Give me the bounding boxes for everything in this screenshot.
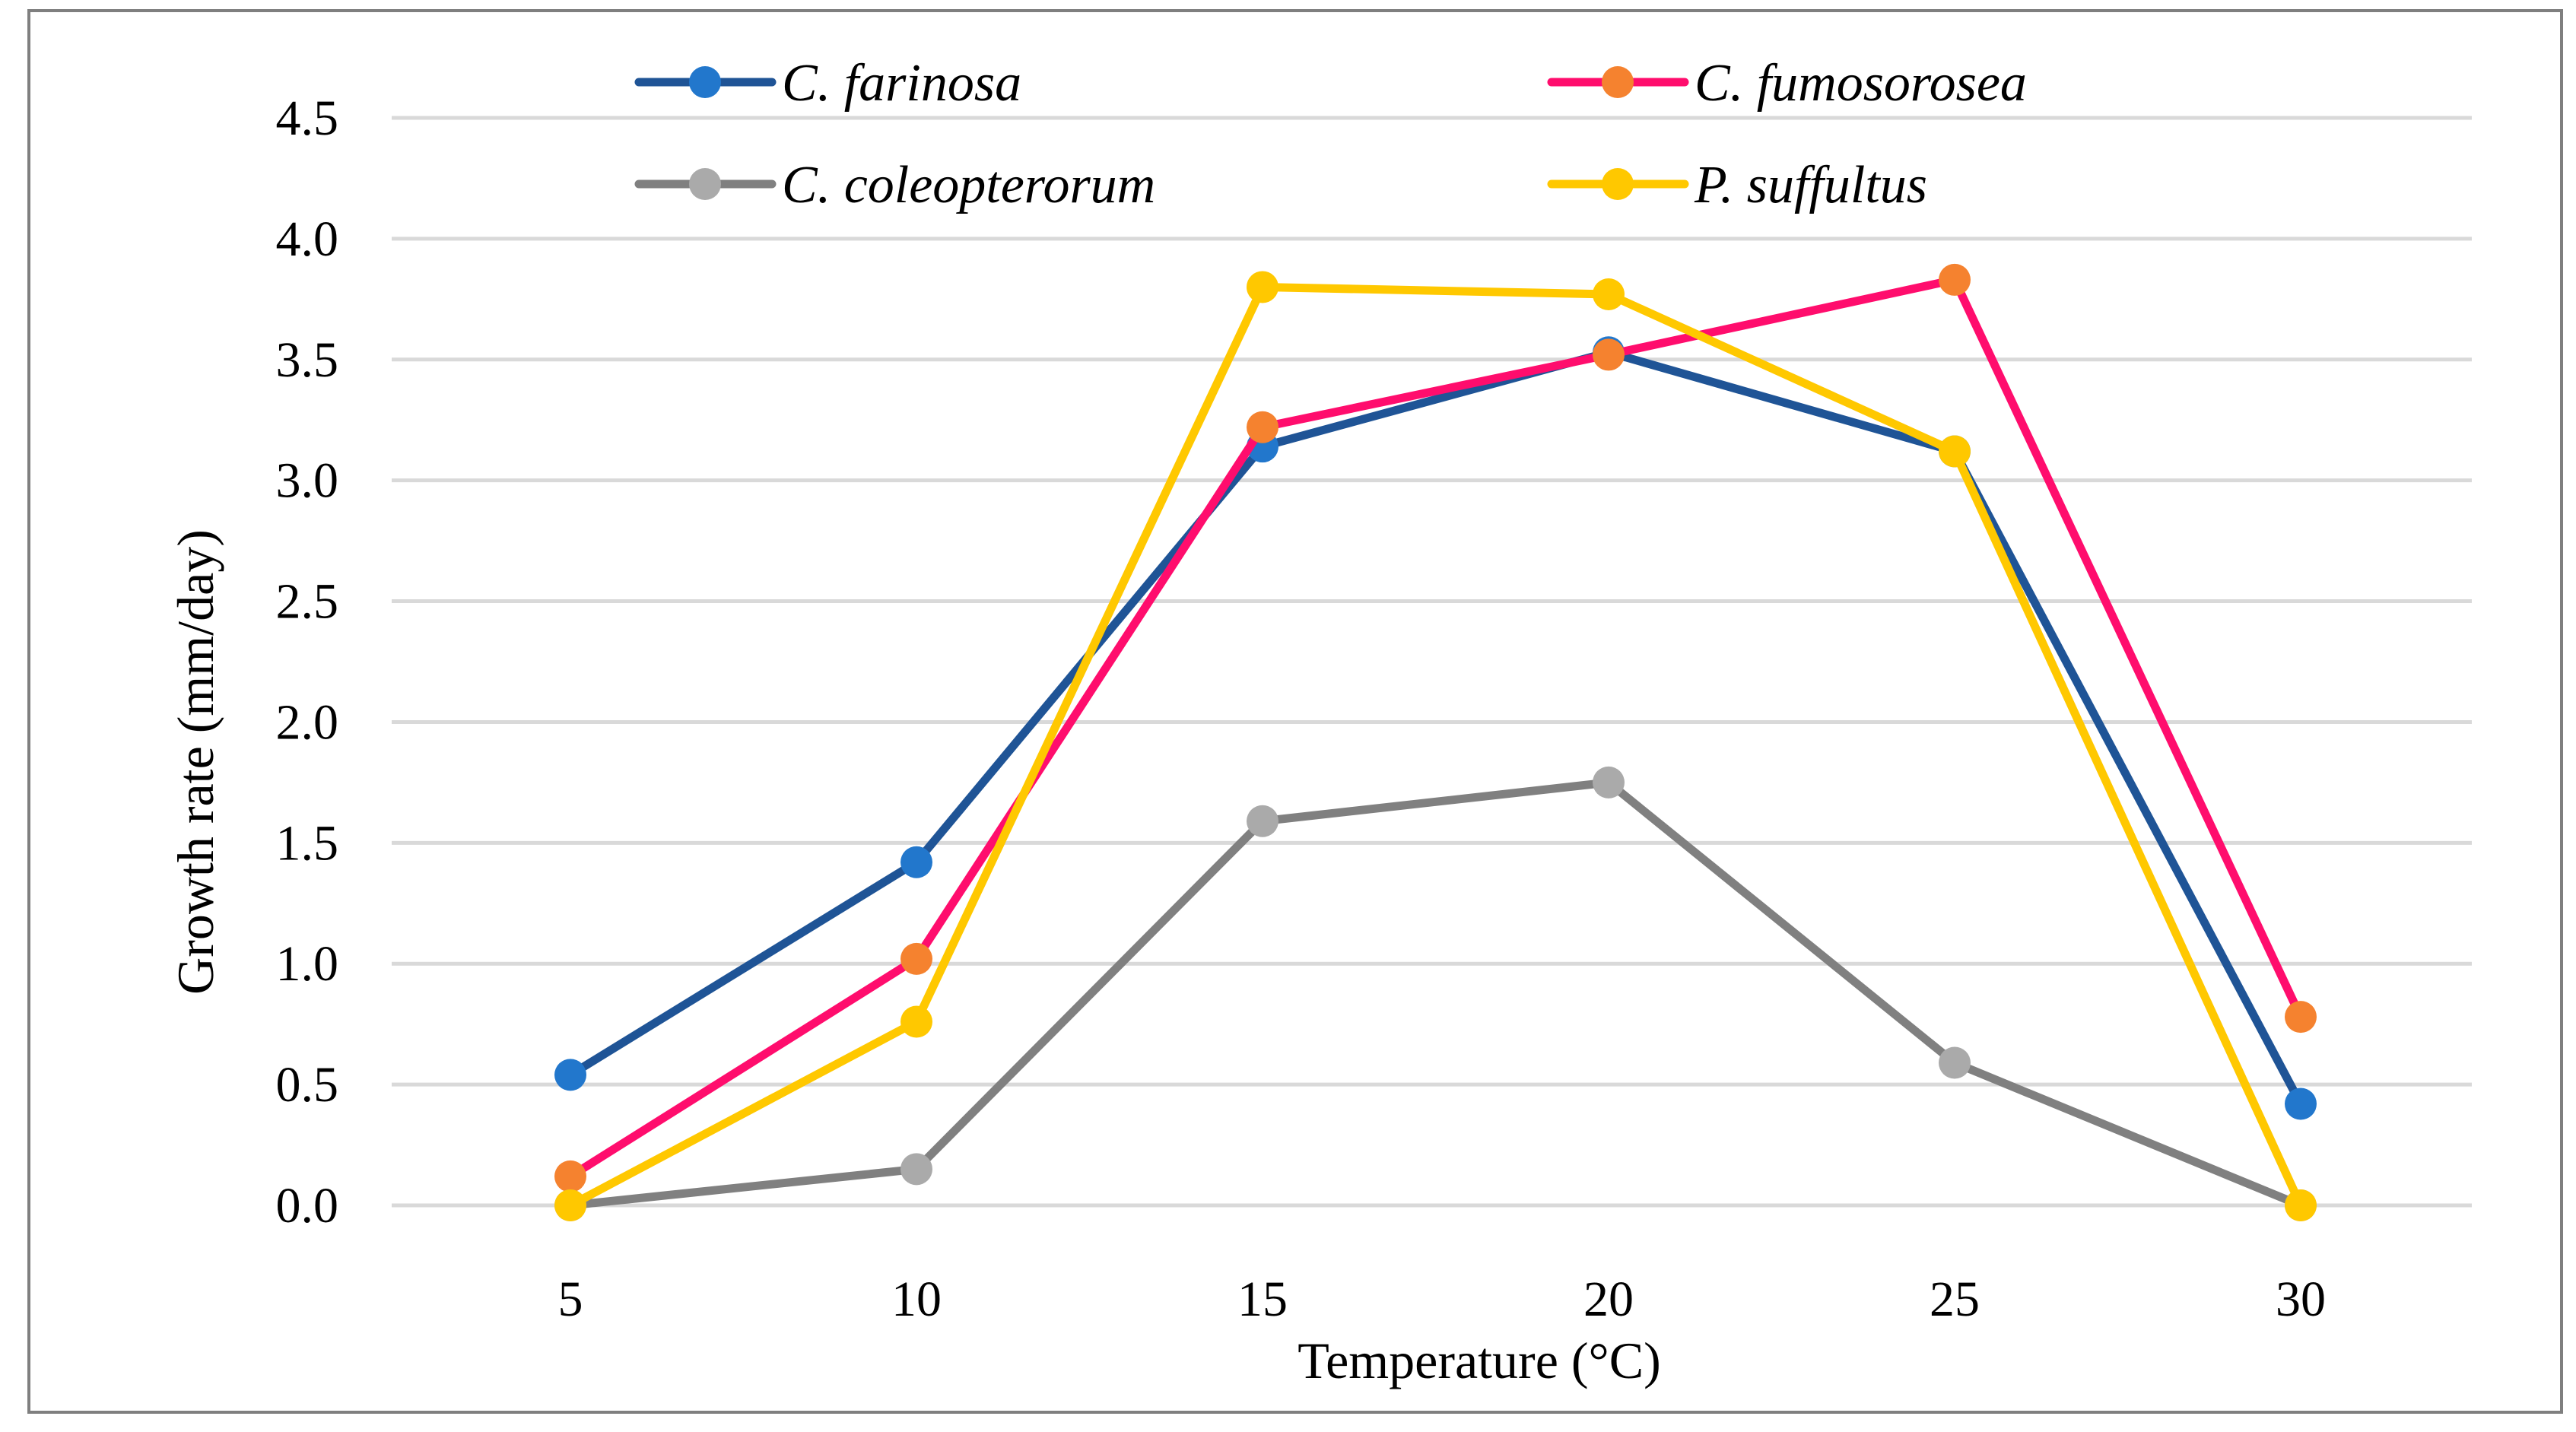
data-point-c-fumosorosea — [900, 942, 932, 975]
data-point-c-coleopterorum — [900, 1153, 932, 1186]
x-tick-label: 15 — [1237, 1272, 1288, 1327]
series-line-p-suffultus — [566, 282, 2305, 1210]
chart-frame — [27, 9, 2563, 1414]
data-point-c-coleopterorum — [1593, 766, 1625, 799]
y-tick-label: 0.0 — [276, 1178, 339, 1234]
legend-item-c-coleopterorum: C. coleopterorum — [634, 156, 1155, 214]
y-tick-label: 2.5 — [276, 574, 339, 630]
data-point-p-suffultus — [2285, 1189, 2317, 1221]
legend-item-c-fumosorosea: C. fumosorosea — [1547, 54, 2027, 113]
y-tick-label: 2.0 — [276, 694, 339, 750]
series-c-farinosa — [554, 336, 2317, 1120]
series-c-fumosorosea — [554, 263, 2317, 1192]
data-point-c-fumosorosea — [2285, 1001, 2317, 1034]
data-point-p-suffultus — [1247, 271, 1278, 303]
legend-label: C. coleopterorum — [782, 156, 1155, 214]
data-point-c-farinosa — [2285, 1087, 2317, 1120]
y-tick-label: 3.5 — [276, 332, 339, 388]
legend-label: C. fumosorosea — [1695, 54, 2027, 113]
legend-marker — [689, 66, 721, 98]
y-tick-label: 4.5 — [276, 90, 339, 146]
y-axis-ticks: 0.0 0.5 1.0 1.5 2.0 2.5 3.0 3.5 4.0 4.5 — [276, 90, 339, 1234]
data-point-c-fumosorosea — [1593, 338, 1625, 371]
data-point-c-fumosorosea — [1247, 411, 1278, 443]
series-p-suffultus — [554, 271, 2317, 1221]
data-point-p-suffultus — [554, 1189, 586, 1221]
data-point-p-suffultus — [900, 1005, 932, 1038]
y-tick-label: 4.0 — [276, 211, 339, 267]
series-line-c-coleopterorum — [566, 778, 2305, 1210]
data-point-c-fumosorosea — [554, 1160, 586, 1192]
data-point-c-farinosa — [900, 846, 932, 878]
gridlines — [392, 116, 2472, 1208]
data-point-p-suffultus — [1593, 278, 1625, 310]
y-tick-label: 1.5 — [276, 815, 339, 871]
series-c-coleopterorum — [554, 766, 2317, 1221]
y-axis-title: Growth rate (mm/day) — [167, 529, 224, 995]
y-tick-label: 1.0 — [276, 936, 339, 992]
series-lines — [554, 263, 2317, 1221]
legend-item-c-farinosa: C. farinosa — [634, 54, 1021, 113]
data-point-c-farinosa — [554, 1059, 586, 1091]
data-point-c-coleopterorum — [1247, 805, 1278, 837]
legend: C. farinosa C. fumosorosea C. coleopteroru… — [634, 54, 2027, 214]
x-axis-ticks: 5 10 15 20 25 30 — [558, 1272, 2327, 1327]
legend-label: P. suffultus — [1694, 156, 1927, 214]
x-tick-label: 25 — [1930, 1272, 1980, 1327]
data-point-c-fumosorosea — [1939, 263, 1971, 296]
x-tick-label: 10 — [891, 1272, 942, 1327]
series-line-c-farinosa — [566, 348, 2305, 1109]
data-point-p-suffultus — [1939, 435, 1971, 468]
x-tick-label: 20 — [1583, 1272, 1634, 1327]
data-point-c-coleopterorum — [1939, 1046, 1971, 1079]
legend-item-p-suffultus: P. suffultus — [1547, 156, 1927, 214]
legend-marker — [689, 168, 721, 200]
y-tick-label: 0.5 — [276, 1057, 339, 1113]
x-tick-label: 30 — [2276, 1272, 2326, 1327]
legend-marker — [1602, 168, 1634, 200]
x-axis-title: Temperature (°C) — [1298, 1332, 1660, 1389]
legend-label: C. farinosa — [782, 54, 1021, 113]
x-tick-label: 5 — [558, 1272, 583, 1327]
y-tick-label: 3.0 — [276, 453, 339, 509]
legend-marker — [1602, 66, 1634, 98]
series-line-c-fumosorosea — [566, 275, 2305, 1181]
